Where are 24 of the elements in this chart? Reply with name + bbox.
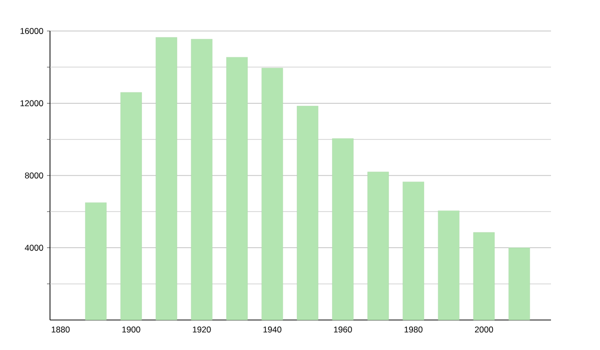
bar — [262, 68, 283, 320]
bar — [367, 172, 389, 320]
y-tick-label: 16000 — [20, 28, 44, 34]
y-tick-label: 4000 — [24, 244, 44, 251]
x-tick-label: 1920 — [192, 326, 211, 333]
bar — [156, 37, 178, 320]
bar — [191, 39, 212, 320]
bar — [402, 182, 424, 320]
x-tick-label: 1960 — [334, 326, 352, 333]
x-tick-label: 2000 — [474, 326, 494, 333]
bar — [120, 92, 142, 320]
bar — [508, 248, 530, 320]
bar — [296, 106, 318, 320]
bar — [438, 210, 460, 320]
bar — [226, 57, 248, 320]
x-tick-label: 1880 — [52, 326, 70, 333]
y-tick-label: 12000 — [20, 100, 44, 106]
x-tick-label: 1900 — [122, 326, 140, 333]
y-tick-label: 8000 — [25, 172, 44, 178]
x-tick-label: 1980 — [404, 326, 422, 333]
bar — [332, 138, 354, 320]
x-tick-label: 1940 — [264, 326, 282, 333]
bar — [473, 232, 495, 320]
bar — [85, 202, 107, 320]
